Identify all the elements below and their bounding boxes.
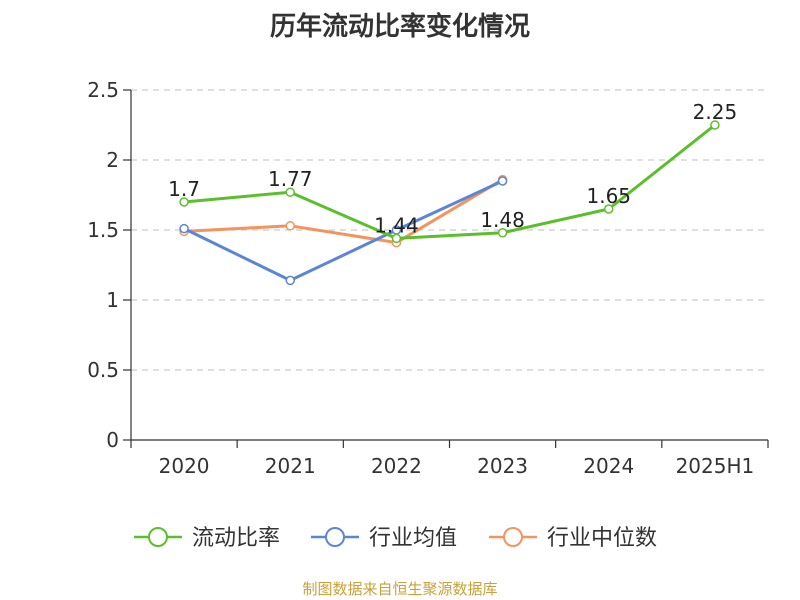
- data-point: [179, 197, 189, 207]
- chart-title: 历年流动比率变化情况: [269, 12, 530, 42]
- y-tick-label: 2: [106, 148, 119, 172]
- data-label: 1.77: [268, 167, 313, 191]
- y-tick-label: 0.5: [87, 358, 119, 382]
- legend-label: 行业均值: [369, 526, 457, 551]
- data-point: [497, 228, 508, 238]
- data-label: 1.44: [374, 213, 419, 237]
- series-layer: [179, 120, 720, 286]
- x-tick-label: 2020: [159, 454, 210, 478]
- legend-marker-circle: [325, 527, 345, 547]
- y-tick-label: 1: [106, 288, 119, 312]
- data-point: [710, 120, 720, 130]
- legend-label: 流动比率: [192, 526, 280, 551]
- data-label: 1.7: [168, 177, 200, 201]
- data-label-layer: 1.7 1.77 1.44 1.48 1.65 2.25: [168, 100, 737, 237]
- y-tick-label: 1.5: [87, 218, 119, 242]
- x-tick-label: 2025H1: [676, 454, 755, 478]
- series-line: [183, 179, 504, 282]
- x-tick-label: 2022: [371, 454, 422, 478]
- data-point: [497, 176, 508, 186]
- x-tick-label: 2024: [583, 454, 634, 478]
- series-line: [183, 123, 716, 240]
- data-label: 1.48: [480, 208, 525, 232]
- legend-marker-circle: [503, 527, 523, 547]
- legend-label: 行业中位数: [547, 526, 657, 551]
- y-tick-label: 2.5: [87, 78, 119, 102]
- grid-layer: [131, 89, 768, 371]
- legend-marker-circle: [148, 527, 168, 547]
- legend: 流动比率 行业均值 行业中位数: [134, 526, 657, 551]
- data-point: [285, 275, 295, 286]
- source-note: 制图数据来自恒生聚源数据库: [302, 580, 498, 598]
- data-point: [179, 223, 189, 234]
- data-point: [285, 221, 295, 231]
- data-point: [285, 187, 295, 197]
- data-label: 1.65: [586, 184, 631, 208]
- axis-layer: 0 0.5 1 1.5 2 2.5 2020 2021 2022 2023 2024 2025H1: [87, 78, 769, 478]
- data-label: 2.25: [693, 100, 738, 124]
- x-tick-label: 2021: [265, 454, 316, 478]
- data-point: [604, 204, 614, 214]
- series-line: [184, 178, 504, 245]
- x-tick-label: 2023: [477, 454, 528, 478]
- y-tick-label: 0: [106, 428, 119, 452]
- data-point: [391, 233, 402, 244]
